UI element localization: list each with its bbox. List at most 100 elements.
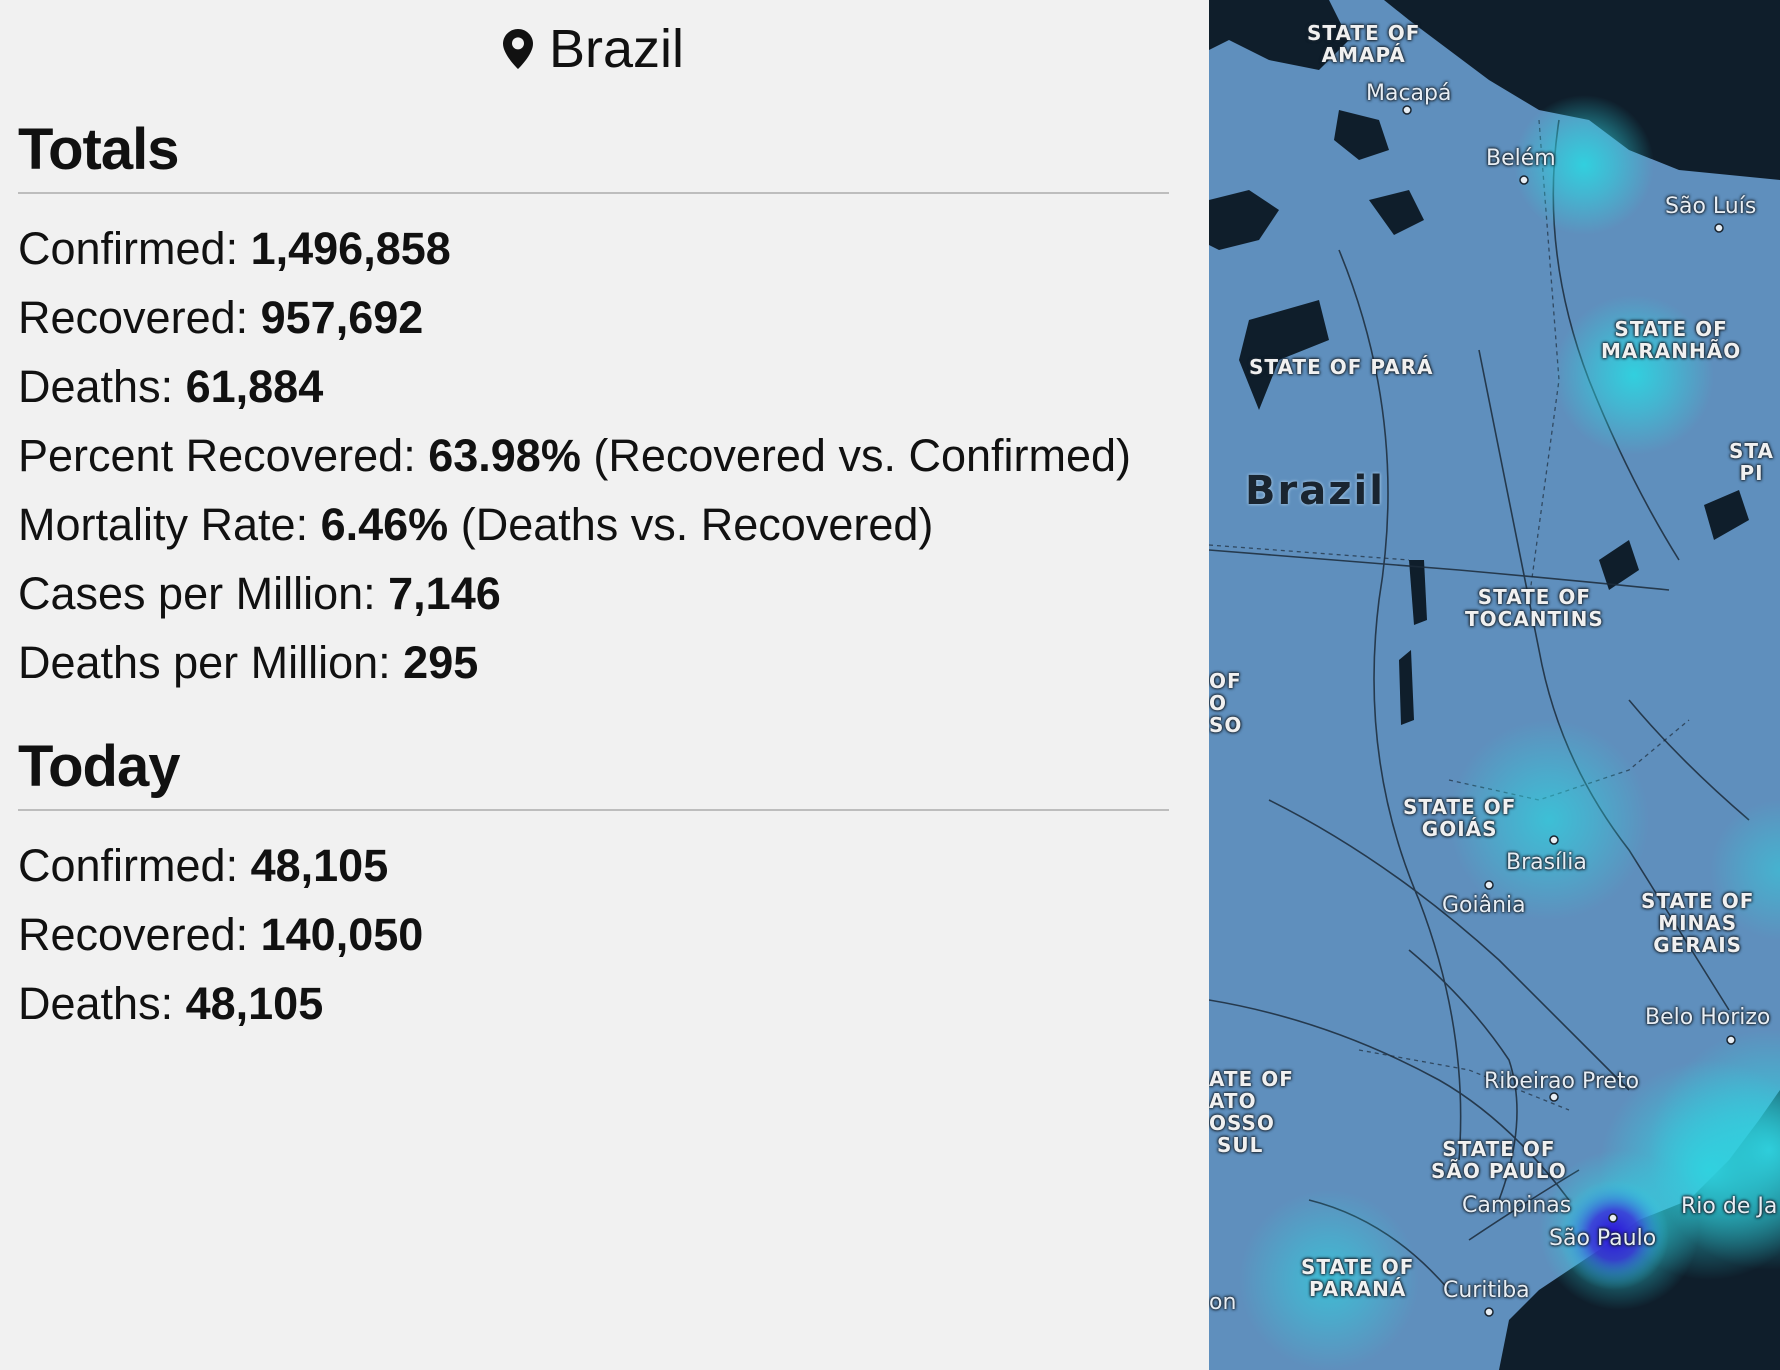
label-text: Ribeirao Preto (1484, 1069, 1640, 1094)
label-text: STATE OF MARANHÃO (1601, 317, 1742, 363)
water-region (1334, 110, 1389, 160)
label-campinas: Campinas (1462, 1195, 1571, 1217)
heat-hotspot (1559, 1180, 1669, 1290)
label-text: São Paulo (1549, 1226, 1657, 1251)
label-sao-paulo: São Paulo (1549, 1228, 1656, 1250)
label-text: STATE OF TOCANTINS (1465, 585, 1604, 631)
label-text: Rio de Ja (1681, 1194, 1778, 1219)
label-para: STATE OF PARÁ (1249, 356, 1434, 378)
stat-note: (Deaths vs. Recovered) (448, 498, 934, 550)
label-goias: STATE OF GOIÁS (1403, 796, 1516, 840)
water-region (1599, 540, 1639, 590)
label-minas-gerais: STATE OF MINAS GERAIS (1641, 890, 1754, 956)
water-region (1209, 0, 1349, 70)
label-macapa: Macapá (1366, 83, 1452, 105)
totals-confirmed: Confirmed: 1,496,858 (18, 214, 1169, 283)
totals-heading: Totals (18, 118, 1169, 194)
stat-value: 61,884 (185, 360, 324, 412)
totals-mortality-rate: Mortality Rate: 6.46% (Deaths vs. Recove… (18, 490, 1169, 559)
heat-spot (1710, 800, 1780, 940)
label-text: Campinas (1462, 1193, 1572, 1218)
totals-recovered: Recovered: 957,692 (18, 283, 1169, 352)
totals-percent-recovered: Percent Recovered: 63.98% (Recovered vs.… (18, 421, 1169, 490)
totals-stats: Confirmed: 1,496,858 Recovered: 957,692 … (18, 214, 1169, 697)
label-text: São Luís (1665, 194, 1757, 219)
label-goiania: Goiânia (1442, 895, 1526, 917)
stat-label: Deaths per Million: (18, 636, 404, 688)
totals-deaths: Deaths: 61,884 (18, 352, 1169, 421)
water-region (1409, 560, 1427, 625)
ocean-north (1384, 0, 1780, 180)
label-mato-grosso-do-sul-edge: ATE OF ATO OSSO SUL (1209, 1068, 1294, 1156)
label-brasilia: Brasília (1506, 852, 1587, 874)
stat-label: Mortality Rate: (18, 498, 321, 550)
label-text: OF O SO (1209, 669, 1243, 737)
stat-label: Cases per Million: (18, 567, 389, 619)
stat-label: Deaths: (18, 977, 186, 1029)
today-stats: Confirmed: 48,105 Recovered: 140,050 Dea… (18, 831, 1169, 1038)
stat-label: Recovered: (18, 908, 261, 960)
label-parana: STATE OF PARANÁ (1301, 1256, 1414, 1300)
stat-note: (Recovered vs. Confirmed) (580, 429, 1132, 481)
label-text: STATE OF PARANÁ (1301, 1255, 1415, 1301)
heat-spot (1554, 295, 1714, 455)
label-text: Macapá (1366, 81, 1452, 106)
label-text: STATE OF AMAPÁ (1307, 21, 1421, 67)
label-text: Brasília (1506, 850, 1587, 875)
today-recovered: Recovered: 140,050 (18, 900, 1169, 969)
stat-value: 63.98% (428, 429, 581, 481)
label-text: Belém (1486, 146, 1556, 171)
stat-label: Recovered: (18, 291, 261, 343)
label-text: ATE OF ATO OSSO SUL (1209, 1067, 1294, 1157)
label-text: on (1209, 1290, 1237, 1315)
label-text: STATE OF SÃO PAULO (1431, 1137, 1567, 1183)
heatmap-map[interactable]: STATE OF AMAPÁ Macapá Belém São Luís STA… (1209, 0, 1780, 1370)
label-belo-horizonte: Belo Horizo (1645, 1007, 1770, 1029)
water-region (1704, 490, 1749, 540)
stat-value: 7,146 (388, 567, 501, 619)
label-text: Goiânia (1442, 893, 1526, 918)
stat-value: 48,105 (185, 977, 324, 1029)
country-info-panel: Brazil Totals Confirmed: 1,496,858 Recov… (18, 19, 1169, 1038)
label-sao-paulo-state: STATE OF SÃO PAULO (1431, 1138, 1567, 1182)
label-text: STATE OF MINAS GERAIS (1641, 889, 1755, 957)
today-heading: Today (18, 734, 1169, 811)
heat-spot (1514, 95, 1654, 235)
water-region (1369, 190, 1424, 235)
country-name: Brazil (548, 19, 685, 79)
label-text: Belo Horizo (1645, 1005, 1771, 1030)
stat-value: 957,692 (260, 291, 424, 343)
stat-value: 6.46% (320, 498, 449, 550)
heat-spot (1449, 720, 1649, 920)
label-mato-grosso-edge: OF O SO (1209, 670, 1242, 736)
road-network (1209, 119, 1750, 1291)
label-edge-fragment: on (1209, 1292, 1236, 1314)
today-confirmed: Confirmed: 48,105 (18, 831, 1169, 900)
water-region (1399, 650, 1414, 725)
label-ribeirao-preto: Ribeirao Preto (1484, 1071, 1639, 1093)
stat-label: Deaths: (18, 360, 186, 412)
label-text: Curitiba (1443, 1278, 1530, 1303)
label-curitiba: Curitiba (1443, 1280, 1530, 1302)
label-text: STATE OF PARÁ (1249, 355, 1434, 379)
totals-cases-per-million: Cases per Million: 7,146 (18, 559, 1169, 628)
stat-value: 1,496,858 (250, 222, 451, 274)
totals-deaths-per-million: Deaths per Million: 295 (18, 628, 1169, 697)
stat-value: 295 (403, 636, 479, 688)
label-text: STA PI (1729, 439, 1774, 485)
label-rio-de-janeiro: Rio de Ja (1681, 1196, 1777, 1218)
city-markers (1402, 105, 1736, 1317)
label-amapa: STATE OF AMAPÁ (1307, 22, 1420, 66)
stat-value: 48,105 (250, 839, 389, 891)
label-text: STATE OF GOIÁS (1403, 795, 1517, 841)
map-pin-icon (502, 29, 533, 69)
label-country-brazil: Brazil (1245, 471, 1385, 511)
map-canvas[interactable] (1209, 0, 1780, 1370)
label-maranhao: STATE OF MARANHÃO (1601, 318, 1741, 362)
stat-value: 140,050 (260, 908, 424, 960)
stat-label: Percent Recovered: (18, 429, 429, 481)
label-state-edge: STA PI (1729, 440, 1774, 484)
water-region (1209, 190, 1279, 250)
today-deaths: Deaths: 48,105 (18, 969, 1169, 1038)
label-belem: Belém (1486, 148, 1556, 170)
